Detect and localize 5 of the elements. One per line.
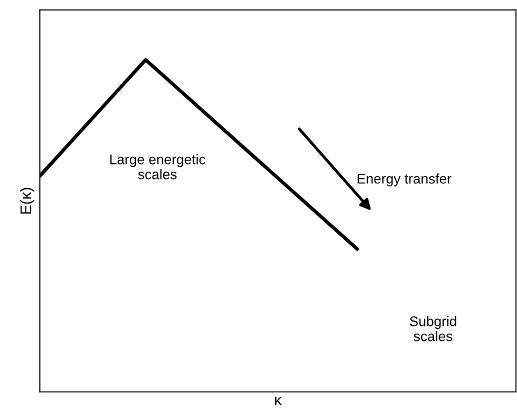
annotation: Large energetic scales bbox=[110, 154, 206, 180]
annotation: Energy transfer bbox=[358, 173, 452, 186]
y-axis-title: E(κ) bbox=[20, 188, 34, 214]
annotation: Subgrid scales bbox=[410, 316, 456, 342]
x-axis-title: κ bbox=[275, 396, 282, 406]
